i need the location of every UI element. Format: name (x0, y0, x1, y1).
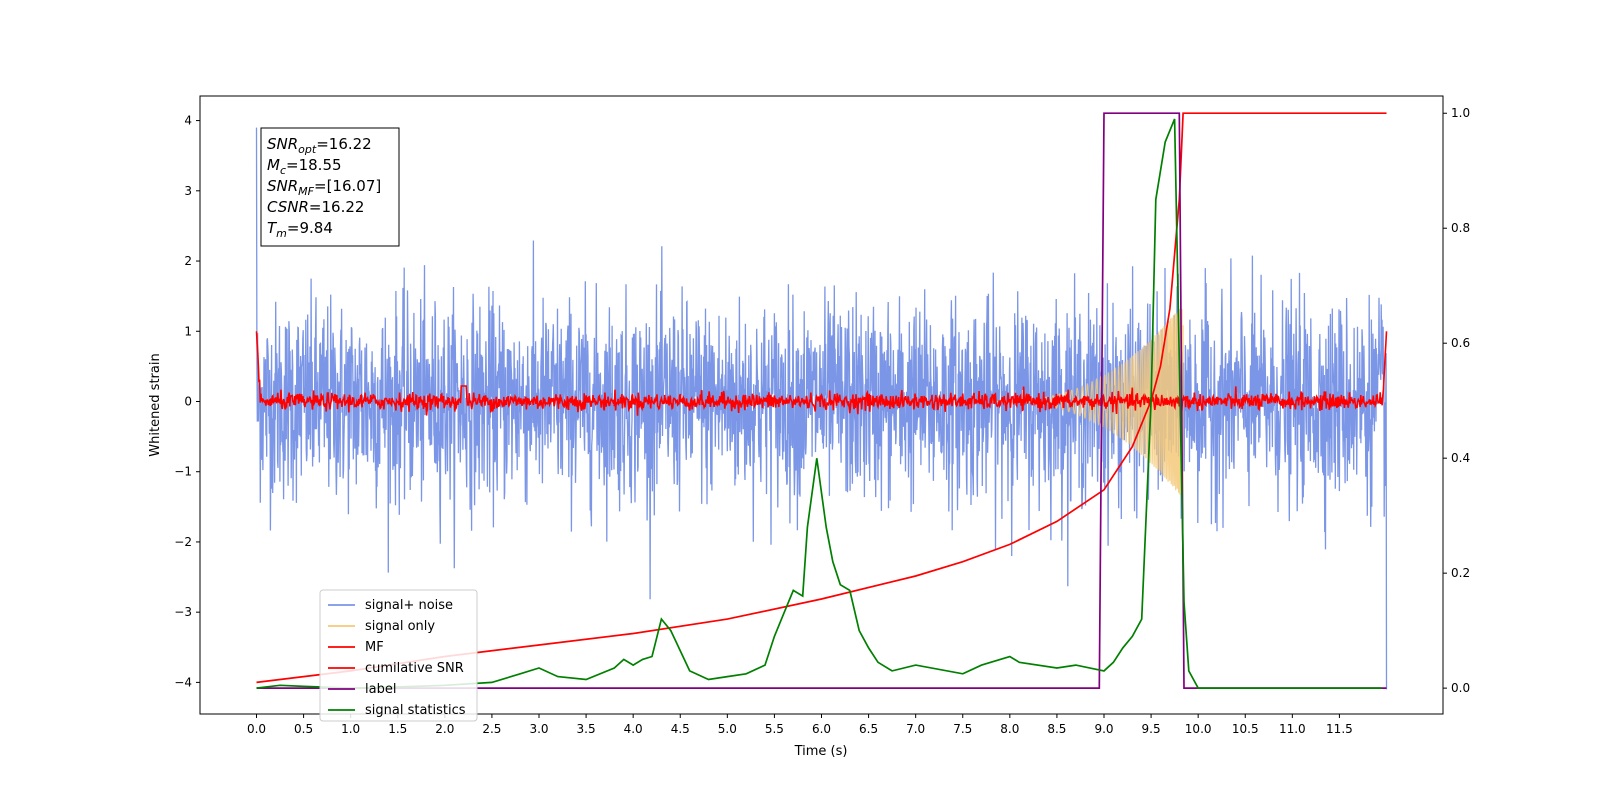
y2-ticks: 1.0 0.8 0.6 0.4 0.2 0.0 (1443, 106, 1470, 695)
annotation-frame (260, 127, 400, 247)
x-tick-label: 3.5 (577, 722, 596, 736)
x-tick-label: 10.0 (1185, 722, 1212, 736)
y-tick-label: 3 (184, 184, 192, 198)
y-tick-label: −2 (174, 535, 192, 549)
series-cumilative-SNR (256, 112, 1387, 684)
x-tick-label: 2.5 (482, 722, 501, 736)
y-tick-label: 2 (184, 254, 192, 268)
series-signal-noise (255, 127, 1388, 690)
y-tick-label: −3 (174, 605, 192, 619)
x-tick-label: 3.0 (529, 722, 548, 736)
x-tick-label: 8.0 (1000, 722, 1019, 736)
legend-label: cumilative SNR (365, 661, 464, 676)
x-tick-label: 11.5 (1326, 722, 1353, 736)
y-ticks: 4 3 2 1 0 −1 −2 −3 −4 (174, 114, 200, 689)
x-tick-label: 9.0 (1094, 722, 1113, 736)
x-tick-label: 10.5 (1232, 722, 1259, 736)
legend: signal+ noise signal only MF cumilative SNR… (319, 589, 478, 722)
y2-tick-label: 1.0 (1451, 106, 1470, 120)
y-tick-label: 4 (184, 114, 192, 128)
x-tick-label: 9.5 (1142, 722, 1161, 736)
y-tick-label: 0 (184, 394, 192, 408)
x-tick-label: 4.5 (671, 722, 690, 736)
legend-label: signal statistics (365, 703, 466, 718)
x-tick-label: 1.0 (341, 722, 360, 736)
annotation-lines: SNRopt=16.22Mc=18.55SNRMF=[16.07]CSNR=16… (267, 135, 381, 240)
legend-entries: signal+ noise signal only MF cumilative SNR… (328, 598, 466, 718)
series-signal-statistics (256, 118, 1382, 689)
x-tick-label: 5.5 (765, 722, 784, 736)
x-tick-label: 4.0 (624, 722, 643, 736)
x-ticks: 0.0 0.5 1.0 1.5 2.0 2.5 3.0 3.5 4.0 4.5 5.0 5.5 6.0 6… (247, 714, 1353, 736)
legend-label: signal only (365, 619, 435, 634)
annotation-line: SNRMF=[16.07] (267, 177, 381, 198)
x-tick-label: 5.0 (718, 722, 737, 736)
annotation-box: SNRopt=16.22Mc=18.55SNRMF=[16.07]CSNR=16… (260, 127, 400, 247)
x-tick-label: 7.0 (906, 722, 925, 736)
x-tick-label: 6.0 (812, 722, 831, 736)
x-tick-label: 7.5 (953, 722, 972, 736)
legend-label: MF (365, 640, 384, 655)
x-tick-label: 0.0 (247, 722, 266, 736)
annotation-line: CSNR=16.22 (267, 198, 364, 216)
y2-tick-label: 0.6 (1451, 336, 1470, 350)
legend-frame (319, 589, 478, 722)
y-axis-label: Whitened strain (148, 353, 163, 456)
x-tick-label: 1.5 (388, 722, 407, 736)
x-axis-label: Time (s) (794, 744, 848, 759)
x-tick-label: 0.5 (294, 722, 313, 736)
y2-tick-label: 0.8 (1451, 221, 1470, 235)
annotation-line: Mc=18.55 (267, 156, 342, 177)
y2-tick-label: 0.0 (1451, 681, 1470, 695)
annotation-line: SNRopt=16.22 (267, 135, 372, 156)
y-tick-label: −4 (174, 675, 192, 689)
series-mf (255, 331, 1388, 416)
annotation-line: Tm=9.84 (267, 219, 333, 240)
y-tick-label: 1 (184, 324, 192, 338)
y2-tick-label: 0.2 (1451, 566, 1470, 580)
x-tick-label: 8.5 (1047, 722, 1066, 736)
legend-label: signal+ noise (365, 598, 453, 613)
y2-tick-label: 0.4 (1451, 451, 1470, 465)
legend-label: label (365, 682, 396, 697)
x-tick-label: 2.0 (435, 722, 454, 736)
y-tick-label: −1 (174, 465, 192, 479)
x-tick-label: 6.5 (859, 722, 878, 736)
x-tick-label: 11.0 (1279, 722, 1306, 736)
plot-layer (255, 112, 1388, 690)
